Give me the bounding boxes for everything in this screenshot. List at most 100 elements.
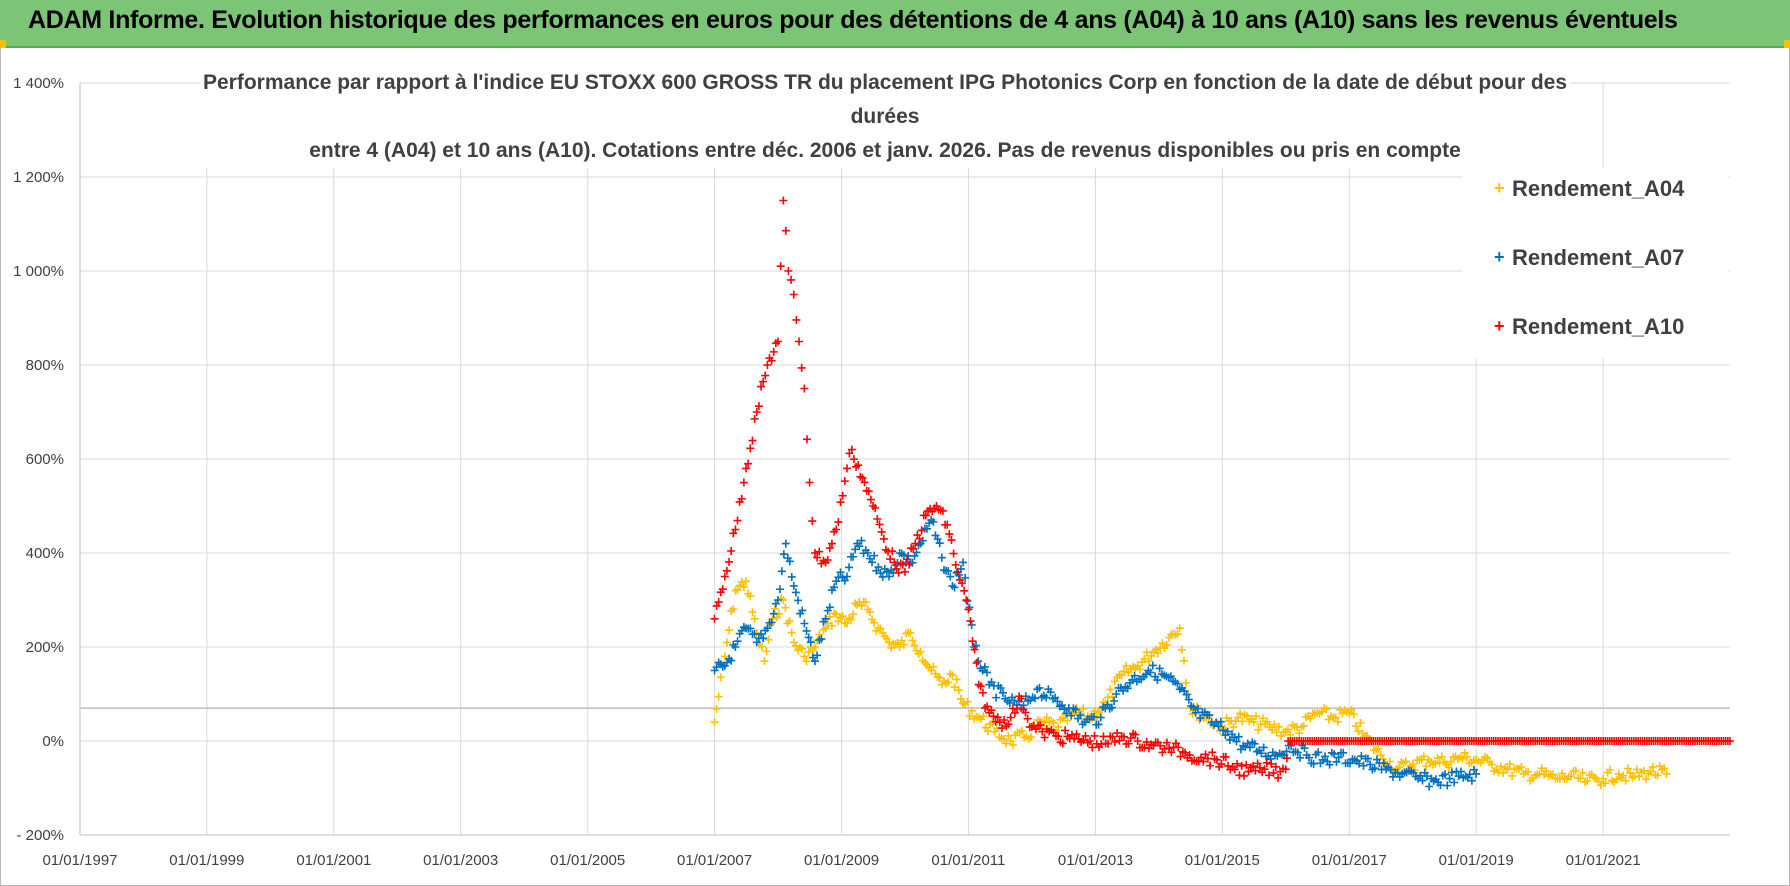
data-marker <box>1347 705 1356 714</box>
data-marker <box>1236 709 1245 718</box>
data-marker <box>759 634 768 643</box>
data-marker <box>1293 748 1302 757</box>
data-marker <box>874 563 883 572</box>
data-marker <box>978 688 987 697</box>
data-marker <box>879 534 888 543</box>
data-marker <box>980 662 989 671</box>
data-marker <box>825 603 834 612</box>
data-marker <box>906 628 915 637</box>
data-marker <box>983 702 992 711</box>
data-marker <box>1260 765 1269 774</box>
data-marker <box>1058 739 1067 748</box>
data-marker <box>845 563 854 572</box>
data-marker <box>761 371 770 380</box>
data-marker <box>1314 748 1323 757</box>
data-marker <box>1330 750 1339 759</box>
y-tick-label: 1 000% <box>13 263 64 280</box>
data-marker <box>954 686 963 695</box>
data-marker <box>1234 732 1243 741</box>
data-marker <box>976 682 985 691</box>
data-marker <box>1422 762 1431 771</box>
banner-corner-left <box>0 40 6 48</box>
y-tick-label: 800% <box>26 357 64 374</box>
data-marker <box>899 640 908 649</box>
data-marker <box>834 518 843 527</box>
series-rendement_a04 <box>710 577 1671 790</box>
data-marker <box>1252 712 1261 721</box>
data-marker <box>979 712 988 721</box>
data-marker <box>1063 716 1072 725</box>
data-marker <box>863 549 872 557</box>
data-marker <box>864 487 873 496</box>
data-marker <box>953 567 962 576</box>
data-marker <box>1221 752 1230 761</box>
data-marker <box>1094 720 1103 729</box>
data-marker <box>1281 765 1290 774</box>
data-marker <box>1433 754 1442 763</box>
data-marker <box>1124 739 1133 748</box>
data-marker <box>1079 704 1088 713</box>
data-marker <box>1321 752 1329 761</box>
data-marker <box>1174 743 1183 752</box>
data-marker <box>1193 704 1202 713</box>
data-marker <box>1385 757 1394 766</box>
data-marker <box>1268 725 1276 734</box>
data-marker <box>1067 711 1076 720</box>
y-tick-label: 0% <box>42 733 64 750</box>
data-marker <box>1401 757 1410 766</box>
data-marker <box>1131 730 1140 739</box>
data-marker <box>1259 743 1268 752</box>
data-marker <box>832 610 841 619</box>
data-marker <box>800 384 809 393</box>
data-marker <box>1388 772 1397 781</box>
data-marker <box>847 615 856 624</box>
data-marker <box>1002 739 1011 748</box>
data-marker <box>1099 732 1108 741</box>
data-marker <box>996 683 1005 692</box>
x-tick-label: 01/01/2017 <box>1312 852 1387 869</box>
data-marker <box>871 503 880 512</box>
x-tick-label: 01/01/1997 <box>42 852 117 869</box>
data-marker <box>1305 753 1314 762</box>
data-marker <box>1245 743 1254 752</box>
data-marker <box>727 546 736 555</box>
data-marker <box>921 511 930 520</box>
data-marker <box>769 347 778 356</box>
data-marker <box>1199 757 1208 766</box>
data-marker <box>868 558 877 567</box>
data-marker <box>746 624 755 633</box>
data-marker <box>1140 743 1149 752</box>
data-marker <box>1119 732 1128 741</box>
data-marker <box>1583 776 1592 785</box>
data-marker <box>836 568 845 577</box>
data-marker <box>748 608 757 617</box>
data-marker <box>769 609 778 618</box>
data-marker <box>725 557 734 566</box>
data-marker <box>992 693 1001 702</box>
data-marker <box>832 525 841 534</box>
data-marker <box>1239 771 1248 780</box>
data-marker <box>1242 711 1251 720</box>
y-tick-label: 400% <box>26 545 64 562</box>
series-rendement_a07 <box>710 516 1481 791</box>
data-marker <box>966 617 975 626</box>
data-marker <box>731 643 740 651</box>
data-marker <box>773 337 782 346</box>
data-marker <box>952 675 961 684</box>
data-marker <box>849 552 858 561</box>
data-marker <box>1257 749 1266 758</box>
data-marker <box>1419 752 1428 761</box>
data-marker <box>968 637 977 646</box>
data-marker <box>1184 695 1193 704</box>
data-marker <box>1004 720 1013 729</box>
data-marker <box>887 643 896 652</box>
data-marker <box>1035 683 1044 692</box>
data-marker <box>712 704 721 713</box>
data-marker <box>791 641 800 650</box>
data-marker <box>1021 708 1030 717</box>
data-marker <box>1023 714 1032 723</box>
data-marker <box>729 605 738 614</box>
data-marker <box>999 735 1008 744</box>
data-marker <box>961 573 970 582</box>
data-marker <box>944 567 953 576</box>
